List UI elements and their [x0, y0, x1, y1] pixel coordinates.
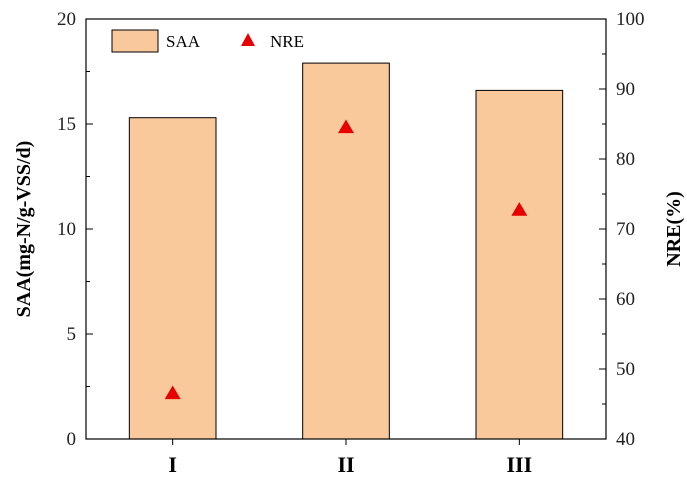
- legend-saa-swatch: [111, 29, 159, 53]
- y2-axis-title: NRE(%): [663, 191, 685, 267]
- marker-nre-iii: [511, 202, 528, 216]
- y2-tick-label: 90: [616, 79, 635, 100]
- bars-layer: [128, 62, 564, 440]
- y2-tick-label: 50: [616, 359, 635, 380]
- x-tick-label-ii: II: [337, 452, 354, 477]
- y2-tick-label: 40: [616, 429, 635, 450]
- legend-nre-triangle-icon: [241, 33, 255, 46]
- x-axis-ticks: I II III: [168, 439, 532, 477]
- y-tick-label: 5: [67, 324, 77, 345]
- y2-tick-label: 100: [616, 9, 645, 30]
- bar-saa-iii: [475, 89, 564, 440]
- marker-nre-ii: [338, 119, 354, 134]
- y-tick-label: 20: [57, 9, 76, 30]
- bar-saa-i: [128, 117, 217, 440]
- x-tick-label-i: I: [168, 452, 177, 477]
- y-axis-title: SAA(mg-N/g-VSS/d): [13, 141, 35, 318]
- bar-saa-ii: [302, 62, 390, 440]
- y2-tick-label: 70: [616, 219, 635, 240]
- right-axis-ticks: 40 50 60 70 80 90 100: [599, 9, 645, 450]
- markers-layer: [164, 119, 528, 400]
- x-tick-label-iii: III: [506, 452, 532, 477]
- y-tick-label: 0: [67, 429, 77, 450]
- legend: SAA NRE: [111, 29, 304, 53]
- y-tick-label: 10: [57, 219, 76, 240]
- legend-saa-label: SAA: [166, 32, 201, 51]
- marker-nre-i: [164, 385, 181, 400]
- y2-tick-label: 80: [616, 149, 635, 170]
- y-tick-label: 15: [57, 114, 76, 135]
- legend-nre-label: NRE: [270, 32, 304, 51]
- y2-tick-label: 60: [616, 289, 635, 310]
- left-axis-ticks: 0 5 10 15 20: [57, 9, 93, 450]
